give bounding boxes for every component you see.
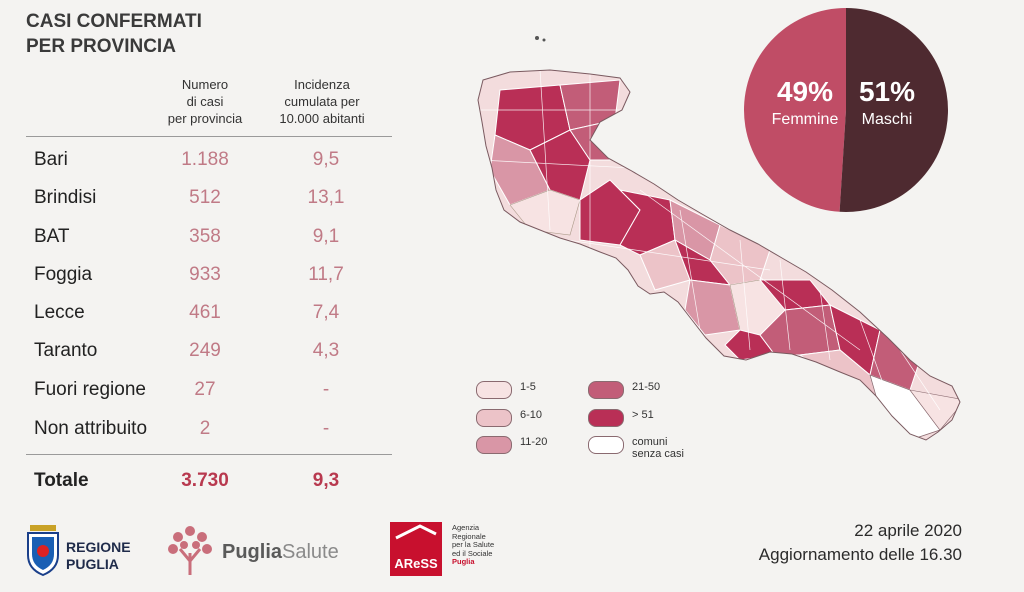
legend-swatch xyxy=(588,409,624,427)
aress-logo: AReSS Agenzia Regionale per la Salute ed… xyxy=(390,522,520,580)
tree-icon xyxy=(168,526,212,575)
legend-label-line: comuni xyxy=(632,436,668,448)
legend-label: 21-50 xyxy=(632,381,661,393)
aress-text-line: Regionale xyxy=(452,531,486,541)
female-label: Femmine xyxy=(772,111,839,128)
column-header-line: 10.000 abitanti xyxy=(279,111,365,126)
row-name: Foggia xyxy=(34,264,93,285)
column-header-cases: Numero di casi per provincia xyxy=(135,76,275,127)
row-incidence: 7,4 xyxy=(312,302,340,323)
legend-label: 6-10 xyxy=(520,409,543,421)
pie-slice-male xyxy=(839,8,949,212)
legend-item: 11-20 xyxy=(476,436,547,454)
total-label: Totale xyxy=(34,470,89,491)
salute-text: Salute xyxy=(282,541,339,563)
row-incidence: 4,3 xyxy=(312,340,340,361)
gender-pie-chart: 49% Femmine 51% Maschi xyxy=(744,8,949,212)
page-title: CASI CONFERMATI PER PROVINCIA xyxy=(26,9,202,59)
aress-text-line: Agenzia xyxy=(452,523,480,532)
row-incidence: 11,7 xyxy=(308,264,344,285)
aress-text-line: Puglia xyxy=(452,557,475,567)
update-time: Aggiornamento delle 16.30 xyxy=(758,545,962,564)
regione-text-2: PUGLIA xyxy=(66,556,119,572)
column-header-line: Incidenza xyxy=(294,77,350,92)
column-header-line: di casi xyxy=(186,94,224,109)
aress-mark-icon: AReSS xyxy=(390,522,442,576)
column-header-incidence: Incidenza cumulata per 10.000 abitanti xyxy=(252,76,392,127)
legend-label: 11-20 xyxy=(520,436,548,448)
row-name: Fuori regione xyxy=(34,379,146,400)
title-line-1: CASI CONFERMATI xyxy=(26,11,202,32)
legend-swatch xyxy=(476,409,512,427)
row-name: Brindisi xyxy=(34,187,97,208)
row-cases: 2 xyxy=(199,418,211,439)
report-date: 22 aprile 2020 xyxy=(854,521,962,540)
legend-label: 1-5 xyxy=(520,381,536,393)
female-percent: 49% xyxy=(777,76,833,107)
legend-swatch xyxy=(476,381,512,399)
row-cases: 27 xyxy=(194,379,216,400)
column-header-line: per provincia xyxy=(167,111,243,126)
row-cases: 1.188 xyxy=(181,149,229,170)
row-incidence: - xyxy=(322,418,330,439)
row-cases: 249 xyxy=(189,340,221,361)
legend-label-line: senza casi xyxy=(632,448,684,460)
male-percent: 51% xyxy=(859,76,915,107)
row-name: Lecce xyxy=(34,302,85,323)
regione-emblem-icon xyxy=(27,525,59,577)
puglia-salute-logo: PugliaSalute xyxy=(164,523,364,579)
row-incidence: 13,1 xyxy=(307,187,345,208)
total-cases: 3.730 xyxy=(181,470,229,491)
title-line-2: PER PROVINCIA xyxy=(26,36,176,57)
row-incidence: - xyxy=(322,379,330,400)
row-cases: 358 xyxy=(189,226,221,247)
row-name: BAT xyxy=(34,226,70,247)
column-header-line: Numero xyxy=(181,77,229,92)
row-name: Taranto xyxy=(34,340,98,361)
total-divider xyxy=(26,454,392,455)
male-label: Maschi xyxy=(862,111,913,128)
row-name: Non attribuito xyxy=(34,418,148,439)
pie-slice-female xyxy=(744,8,846,212)
regione-text-1: REGIONE xyxy=(66,539,131,555)
aress-text-line: per la Salute xyxy=(452,540,495,550)
total-incidence: 9,3 xyxy=(312,470,340,491)
legend-item: > 51 xyxy=(588,409,654,427)
regione-puglia-logo: REGIONE PUGLIA xyxy=(24,521,164,581)
legend-item: 1-5 xyxy=(476,381,536,399)
legend-label: > 51 xyxy=(632,409,654,421)
puglia-text: Puglia xyxy=(222,541,283,563)
legend-item: comuni senza casi xyxy=(588,436,684,460)
row-cases: 933 xyxy=(189,264,221,285)
row-cases: 512 xyxy=(189,187,221,208)
legend-item: 6-10 xyxy=(476,409,542,427)
column-header-line: cumulata per xyxy=(284,94,360,109)
row-incidence: 9,1 xyxy=(312,226,340,247)
legend-label: comuni senza casi xyxy=(632,436,684,460)
row-cases: 461 xyxy=(189,302,221,323)
legend-swatch xyxy=(476,436,512,454)
row-name: Bari xyxy=(34,149,68,170)
header-divider xyxy=(26,136,392,137)
aress-text-line: ed il Sociale xyxy=(452,548,493,558)
row-incidence: 9,5 xyxy=(312,149,340,170)
legend-swatch xyxy=(588,436,624,454)
legend-item: 21-50 xyxy=(588,381,660,399)
aress-text: Agenzia Regionale per la Salute ed il So… xyxy=(452,523,495,567)
legend-swatch xyxy=(588,381,624,399)
aress-mark-text: AReSS xyxy=(394,556,438,571)
